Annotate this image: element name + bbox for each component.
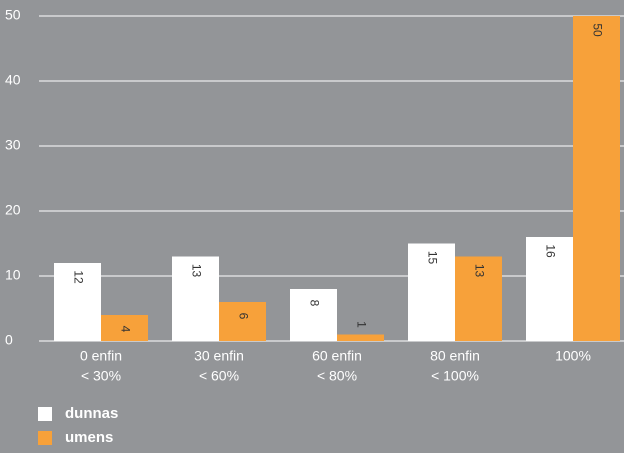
value-label: 15: [425, 251, 439, 265]
bar: [408, 243, 455, 341]
y-tick-label: 0: [5, 332, 13, 348]
y-tick-label: 20: [5, 202, 21, 218]
bar: [290, 289, 337, 341]
value-label: 13: [472, 264, 486, 278]
legend-swatch: [38, 431, 52, 445]
value-label: 6: [236, 313, 250, 320]
x-tick-label: < 60%: [199, 368, 239, 384]
x-tick-label: 80 enfin: [430, 348, 480, 364]
bar: [54, 263, 101, 341]
bar: [573, 16, 620, 341]
x-tick-label: 100%: [555, 348, 591, 364]
y-tick-label: 30: [5, 137, 21, 153]
legend-label: dunnas: [65, 405, 118, 422]
bar: [455, 256, 502, 341]
x-tick-label: < 100%: [431, 368, 479, 384]
bar: [219, 302, 266, 341]
value-label: 16: [543, 244, 557, 258]
value-label: 8: [307, 300, 321, 307]
value-label: 1: [354, 321, 368, 328]
value-label: 50: [590, 23, 604, 37]
y-tick-label: 40: [5, 72, 21, 88]
y-tick-label: 50: [5, 7, 21, 23]
bar: [526, 237, 573, 341]
bar: [101, 315, 148, 341]
x-tick-label: 0 enfin: [80, 348, 122, 364]
bar: [337, 334, 384, 341]
x-tick-label: < 30%: [81, 368, 121, 384]
x-tick-label: 30 enfin: [194, 348, 244, 364]
legend-label: umens: [65, 429, 113, 446]
bar: [172, 256, 219, 341]
value-label: 13: [189, 264, 203, 278]
legend-swatch: [38, 407, 52, 421]
y-tick-label: 10: [5, 267, 21, 283]
value-label: 12: [71, 270, 85, 284]
x-tick-label: 60 enfin: [312, 348, 362, 364]
x-tick-label: < 80%: [317, 368, 357, 384]
value-label: 4: [118, 326, 132, 333]
